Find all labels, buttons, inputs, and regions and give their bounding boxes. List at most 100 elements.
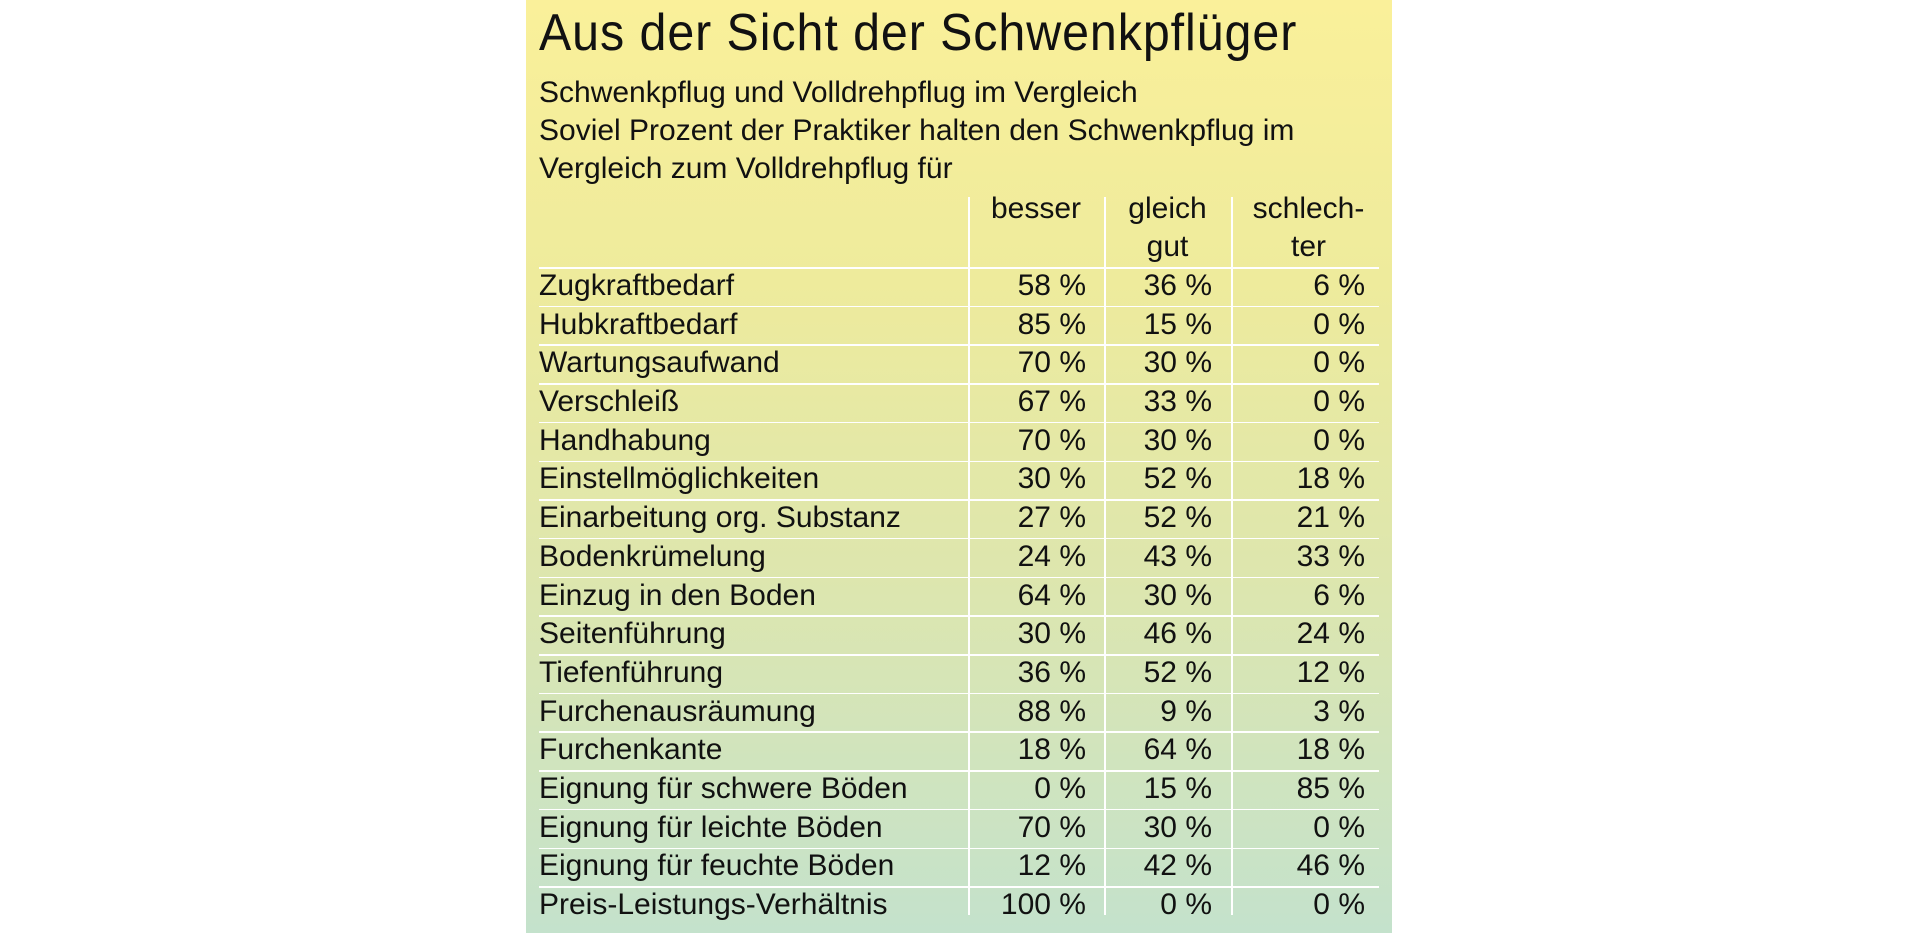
cell-gleich-gut: 64 % [1143,733,1212,767]
page-title: Aus der Sicht der Schwenkpflüger [539,4,1298,62]
table-row: Tiefenführung 36 % 52 % 12 % [526,654,1392,693]
row-divider [539,383,1379,385]
table-row: Eignung für leichte Böden 70 % 30 % 0 % [526,809,1392,848]
cell-besser: 30 % [1017,617,1086,651]
row-divider [539,847,1379,849]
row-divider [539,692,1379,695]
row-label: Furchenausräumung [539,694,816,728]
cell-schlechter: 3 % [1313,694,1365,728]
table-row: Eignung für feuchte Böden 12 % 42 % 46 % [526,847,1392,886]
cell-besser: 12 % [1017,849,1086,883]
cell-gleich-gut: 30 % [1143,578,1212,612]
cell-schlechter: 18 % [1296,462,1365,496]
row-divider [539,770,1379,772]
subtitle-line-1: Schwenkpflug und Volldrehpflug im Vergle… [539,76,1138,109]
row-divider [539,654,1379,656]
row-label: Zugkraftbedarf [539,269,735,302]
cell-schlechter: 0 % [1313,385,1365,419]
row-label: Eignung für leichte Böden [539,810,883,844]
column-divider [1104,197,1106,915]
cell-schlechter: 18 % [1296,733,1365,767]
cell-besser: 30 % [1017,462,1086,496]
cell-besser: 0 % [1034,771,1086,805]
subtitle-line-3: Vergleich zum Volldrehpflug für [539,152,953,185]
row-divider [539,537,1379,540]
cell-besser: 36 % [1017,655,1086,689]
row-divider [539,499,1379,501]
row-divider [539,460,1379,462]
row-label: Einzug in den Boden [539,578,816,612]
infographic-card: Aus der Sicht der Schwenkpflüger Schwenk… [526,0,1392,933]
table-row: Furchenausräumung 88 % 9 % 3 % [526,693,1392,732]
column-header-line: besser [990,192,1082,225]
cell-gleich-gut: 43 % [1143,539,1212,573]
row-divider [539,305,1379,308]
cell-besser: 58 % [1017,269,1086,302]
row-label: Tiefenführung [539,655,724,689]
cell-gleich-gut: 9 % [1160,694,1212,728]
row-label: Seitenführung [539,617,726,651]
cell-besser: 67 % [1017,385,1086,419]
row-divider [539,731,1379,733]
cell-schlechter: 0 % [1313,423,1365,457]
row-divider [539,421,1379,424]
table-row: Wartungsaufwand 70 % 30 % 0 % [526,344,1392,383]
cell-schlechter: 0 % [1313,346,1365,380]
cell-schlechter: 85 % [1296,771,1365,805]
table-row: Furchenkante 18 % 64 % 18 % [526,731,1392,770]
column-divider [1231,197,1233,915]
row-label: Verschleiß [539,385,680,419]
row-label: Einstellmöglichkeiten [539,462,820,496]
cell-schlechter: 21 % [1296,501,1365,535]
row-label: Eignung für schwere Böden [539,771,908,805]
cell-gleich-gut: 30 % [1143,810,1212,844]
cell-gleich-gut: 15 % [1143,307,1212,341]
subtitle-line-2: Soviel Prozent der Praktiker halten den … [539,114,1295,147]
table-row: Handhabung 70 % 30 % 0 % [526,422,1392,461]
table-row: Hubkraftbedarf 85 % 15 % 0 % [526,306,1392,345]
cell-schlechter: 6 % [1313,269,1365,302]
cell-besser: 100 % [1000,888,1086,921]
column-header-schlechter: schlech- ter [1231,190,1386,266]
cell-gleich-gut: 52 % [1143,501,1212,535]
cell-besser: 24 % [1017,539,1086,573]
row-label: Bodenkrümelung [539,539,766,573]
cell-besser: 64 % [1017,578,1086,612]
column-header-besser: besser [968,190,1104,228]
cell-besser: 18 % [1017,733,1086,767]
cell-schlechter: 6 % [1313,578,1365,612]
cell-besser: 27 % [1017,501,1086,535]
row-label: Wartungsaufwand [539,346,780,380]
cell-besser: 70 % [1017,423,1086,457]
column-header-line: gut [1146,230,1189,263]
cell-besser: 88 % [1017,694,1086,728]
table-row: Einzug in den Boden 64 % 30 % 6 % [526,577,1392,616]
row-divider [539,576,1379,579]
cell-schlechter: 46 % [1296,849,1365,883]
cell-gleich-gut: 30 % [1143,423,1212,457]
cell-gleich-gut: 36 % [1143,269,1212,302]
row-divider [539,886,1379,888]
cell-schlechter: 0 % [1313,307,1365,341]
cell-gleich-gut: 52 % [1143,655,1212,689]
cell-schlechter: 24 % [1296,617,1365,651]
cell-schlechter: 12 % [1296,655,1365,689]
column-header-line: ter [1290,230,1326,263]
table-row: Zugkraftbedarf 58 % 36 % 6 % [526,267,1392,306]
table-row: Verschleiß 67 % 33 % 0 % [526,383,1392,422]
cell-besser: 85 % [1017,307,1086,341]
row-label: Hubkraftbedarf [539,307,738,341]
row-divider [539,808,1379,811]
cell-gleich-gut: 30 % [1143,346,1212,380]
cell-besser: 70 % [1017,810,1086,844]
cell-schlechter: 0 % [1313,810,1365,844]
cell-schlechter: 33 % [1296,539,1365,573]
cell-gleich-gut: 33 % [1143,385,1212,419]
table-row: Preis-Leistungs-Verhältnis 100 % 0 % 0 % [526,886,1392,925]
table-row: Einarbeitung org. Substanz 27 % 52 % 21 % [526,499,1392,538]
row-divider [539,344,1379,346]
table-row: Bodenkrümelung 24 % 43 % 33 % [526,538,1392,577]
column-header-line: gleich [1128,192,1207,225]
table-row: Einstellmöglichkeiten 30 % 52 % 18 % [526,460,1392,499]
row-divider [539,267,1379,269]
